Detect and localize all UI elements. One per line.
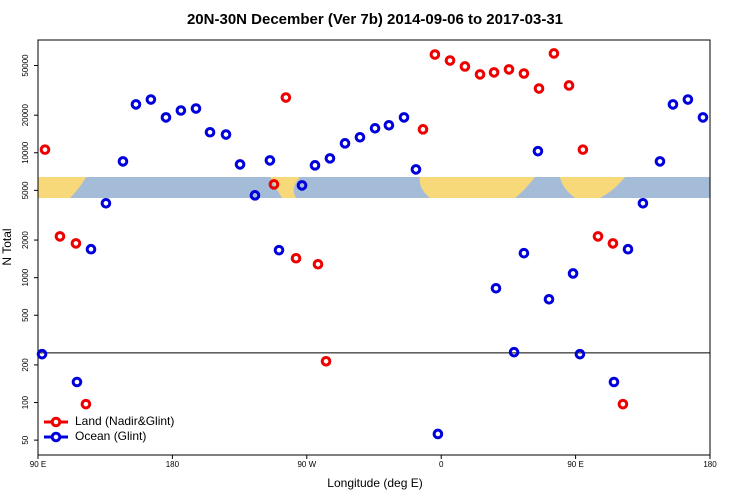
point xyxy=(296,180,308,191)
point xyxy=(577,144,589,155)
point xyxy=(654,156,666,167)
y-tick-label: 10000 xyxy=(21,141,30,164)
point xyxy=(637,197,649,209)
ocean-band xyxy=(38,177,710,198)
land-shape xyxy=(560,177,625,198)
point xyxy=(617,398,629,410)
point xyxy=(309,160,321,171)
point xyxy=(175,105,187,116)
point xyxy=(249,190,261,201)
y-tick-label: 50 xyxy=(21,435,30,444)
land-shape xyxy=(419,177,535,198)
point xyxy=(36,348,48,360)
point xyxy=(410,164,422,175)
point xyxy=(339,138,351,149)
map-band xyxy=(38,177,710,198)
point xyxy=(39,144,51,155)
x-tick-label: 180 xyxy=(166,460,180,469)
point xyxy=(622,243,634,255)
point xyxy=(264,155,276,166)
point xyxy=(71,376,83,388)
point xyxy=(474,69,486,80)
point xyxy=(145,94,157,105)
point xyxy=(444,55,456,66)
point xyxy=(567,268,579,279)
point xyxy=(100,197,112,209)
point xyxy=(234,159,246,170)
point xyxy=(533,83,545,94)
y-tick-label: 2000 xyxy=(21,231,30,249)
point xyxy=(532,145,544,157)
x-tick-label: 0 xyxy=(439,460,444,469)
y-tick-label: 500 xyxy=(21,308,30,322)
plot-frame xyxy=(37,39,711,456)
point xyxy=(592,231,604,242)
point xyxy=(503,64,515,75)
y-tick-label: 100 xyxy=(21,395,30,409)
point xyxy=(290,252,302,264)
y-tick-label: 5000 xyxy=(21,181,30,199)
legend-label: Ocean (Glint) xyxy=(75,429,146,443)
point xyxy=(488,67,500,78)
x-axis-label: Longitude (deg E) xyxy=(327,476,422,490)
x-tick-label: 90 W xyxy=(297,460,316,469)
point xyxy=(160,112,172,123)
point xyxy=(369,123,381,134)
point xyxy=(85,243,97,255)
point xyxy=(508,346,520,358)
point xyxy=(490,282,502,294)
point xyxy=(117,156,129,167)
legend-marker xyxy=(50,431,62,443)
point xyxy=(667,99,679,110)
point xyxy=(548,48,560,59)
point xyxy=(273,244,285,256)
x-tick-label: 90 E xyxy=(30,460,46,469)
point xyxy=(607,238,619,249)
point xyxy=(398,112,410,123)
point xyxy=(459,61,471,72)
point xyxy=(130,99,142,110)
point xyxy=(383,119,395,131)
point xyxy=(312,258,324,270)
point xyxy=(574,348,586,360)
y-axis-label: N Total xyxy=(0,228,14,265)
point xyxy=(518,247,530,259)
point xyxy=(682,94,694,105)
point xyxy=(54,231,66,242)
point xyxy=(432,428,444,440)
y-tick-label: 200 xyxy=(21,358,30,372)
point xyxy=(563,80,575,91)
land-shape xyxy=(38,177,86,198)
y-tick-label: 1000 xyxy=(21,268,30,286)
point xyxy=(280,92,292,103)
point xyxy=(70,238,82,249)
point xyxy=(220,129,232,140)
point xyxy=(324,153,336,164)
point xyxy=(543,293,555,305)
chart-title: 20N-30N December (Ver 7b) 2014-09-06 to … xyxy=(187,11,563,28)
legend-marker xyxy=(50,416,62,428)
point xyxy=(429,49,441,60)
x-tick-label: 180 xyxy=(703,460,717,469)
y-tick-label: 20000 xyxy=(21,104,30,127)
point xyxy=(80,398,92,410)
point xyxy=(518,68,530,79)
point xyxy=(608,376,620,388)
point xyxy=(697,112,709,123)
point xyxy=(320,355,332,367)
y-tick-label: 50000 xyxy=(21,54,30,77)
point xyxy=(417,124,429,135)
x-tick-label: 90 E xyxy=(567,460,583,469)
point xyxy=(204,126,216,138)
point xyxy=(190,103,202,114)
legend-label: Land (Nadir&Glint) xyxy=(75,414,174,428)
point xyxy=(354,132,366,143)
point xyxy=(268,179,280,190)
